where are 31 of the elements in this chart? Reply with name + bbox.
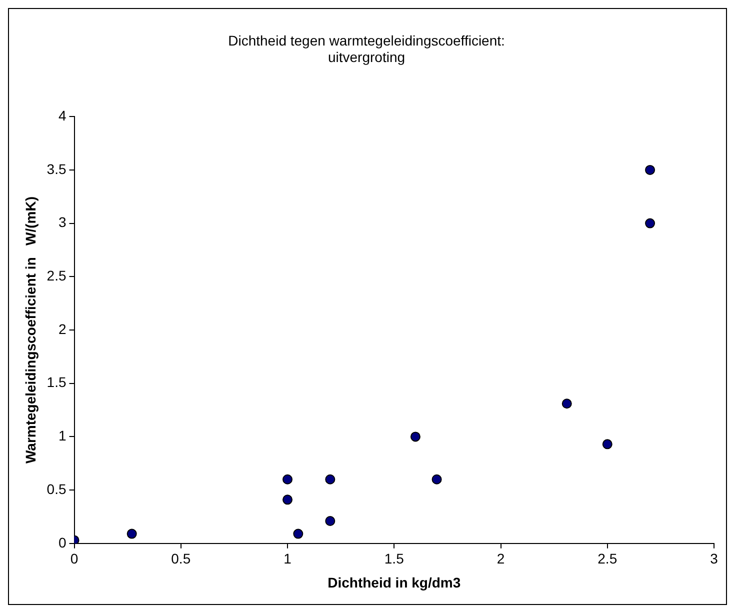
y-tick-label: 0: [58, 534, 66, 550]
point: [325, 474, 336, 484]
y-tick-label: 3: [58, 214, 66, 230]
x-tick-label: 0: [70, 550, 78, 567]
point: [282, 494, 293, 505]
point: [432, 474, 442, 484]
y-tick-label: 2: [58, 320, 66, 337]
y-tick-label: 0.5: [46, 480, 66, 497]
y-tick-label: 1: [58, 428, 66, 444]
y-tick-label: 2.5: [46, 268, 66, 284]
point: [282, 474, 293, 484]
x-tick-label: 2: [496, 550, 505, 567]
point: [293, 528, 304, 539]
x-tick-label: 1: [284, 550, 292, 567]
point: [126, 528, 137, 539]
point: [410, 432, 420, 442]
x-axis-title: Dichtheid in kg/dm3: [328, 574, 461, 590]
y-tick-label: 3.5: [46, 160, 66, 177]
x-tick-label: 0.5: [171, 550, 191, 567]
x-tick-label: 1.5: [384, 550, 404, 567]
y-axis-title: Warmtegeleidingscoefficient in W/(mK): [22, 196, 38, 464]
x-tick-label: 3: [710, 550, 718, 567]
point: [645, 164, 656, 175]
chart-title: Dichtheid tegen warmtegeleidingscoefficient: uitvergroting: [228, 32, 505, 66]
y-tick-label: 4: [58, 107, 66, 124]
y-tick-label: 1.5: [46, 374, 66, 390]
x-tick-label: 2.5: [598, 550, 618, 567]
point: [325, 516, 336, 526]
point: [602, 439, 612, 450]
point: [645, 218, 656, 228]
point: [562, 398, 572, 409]
